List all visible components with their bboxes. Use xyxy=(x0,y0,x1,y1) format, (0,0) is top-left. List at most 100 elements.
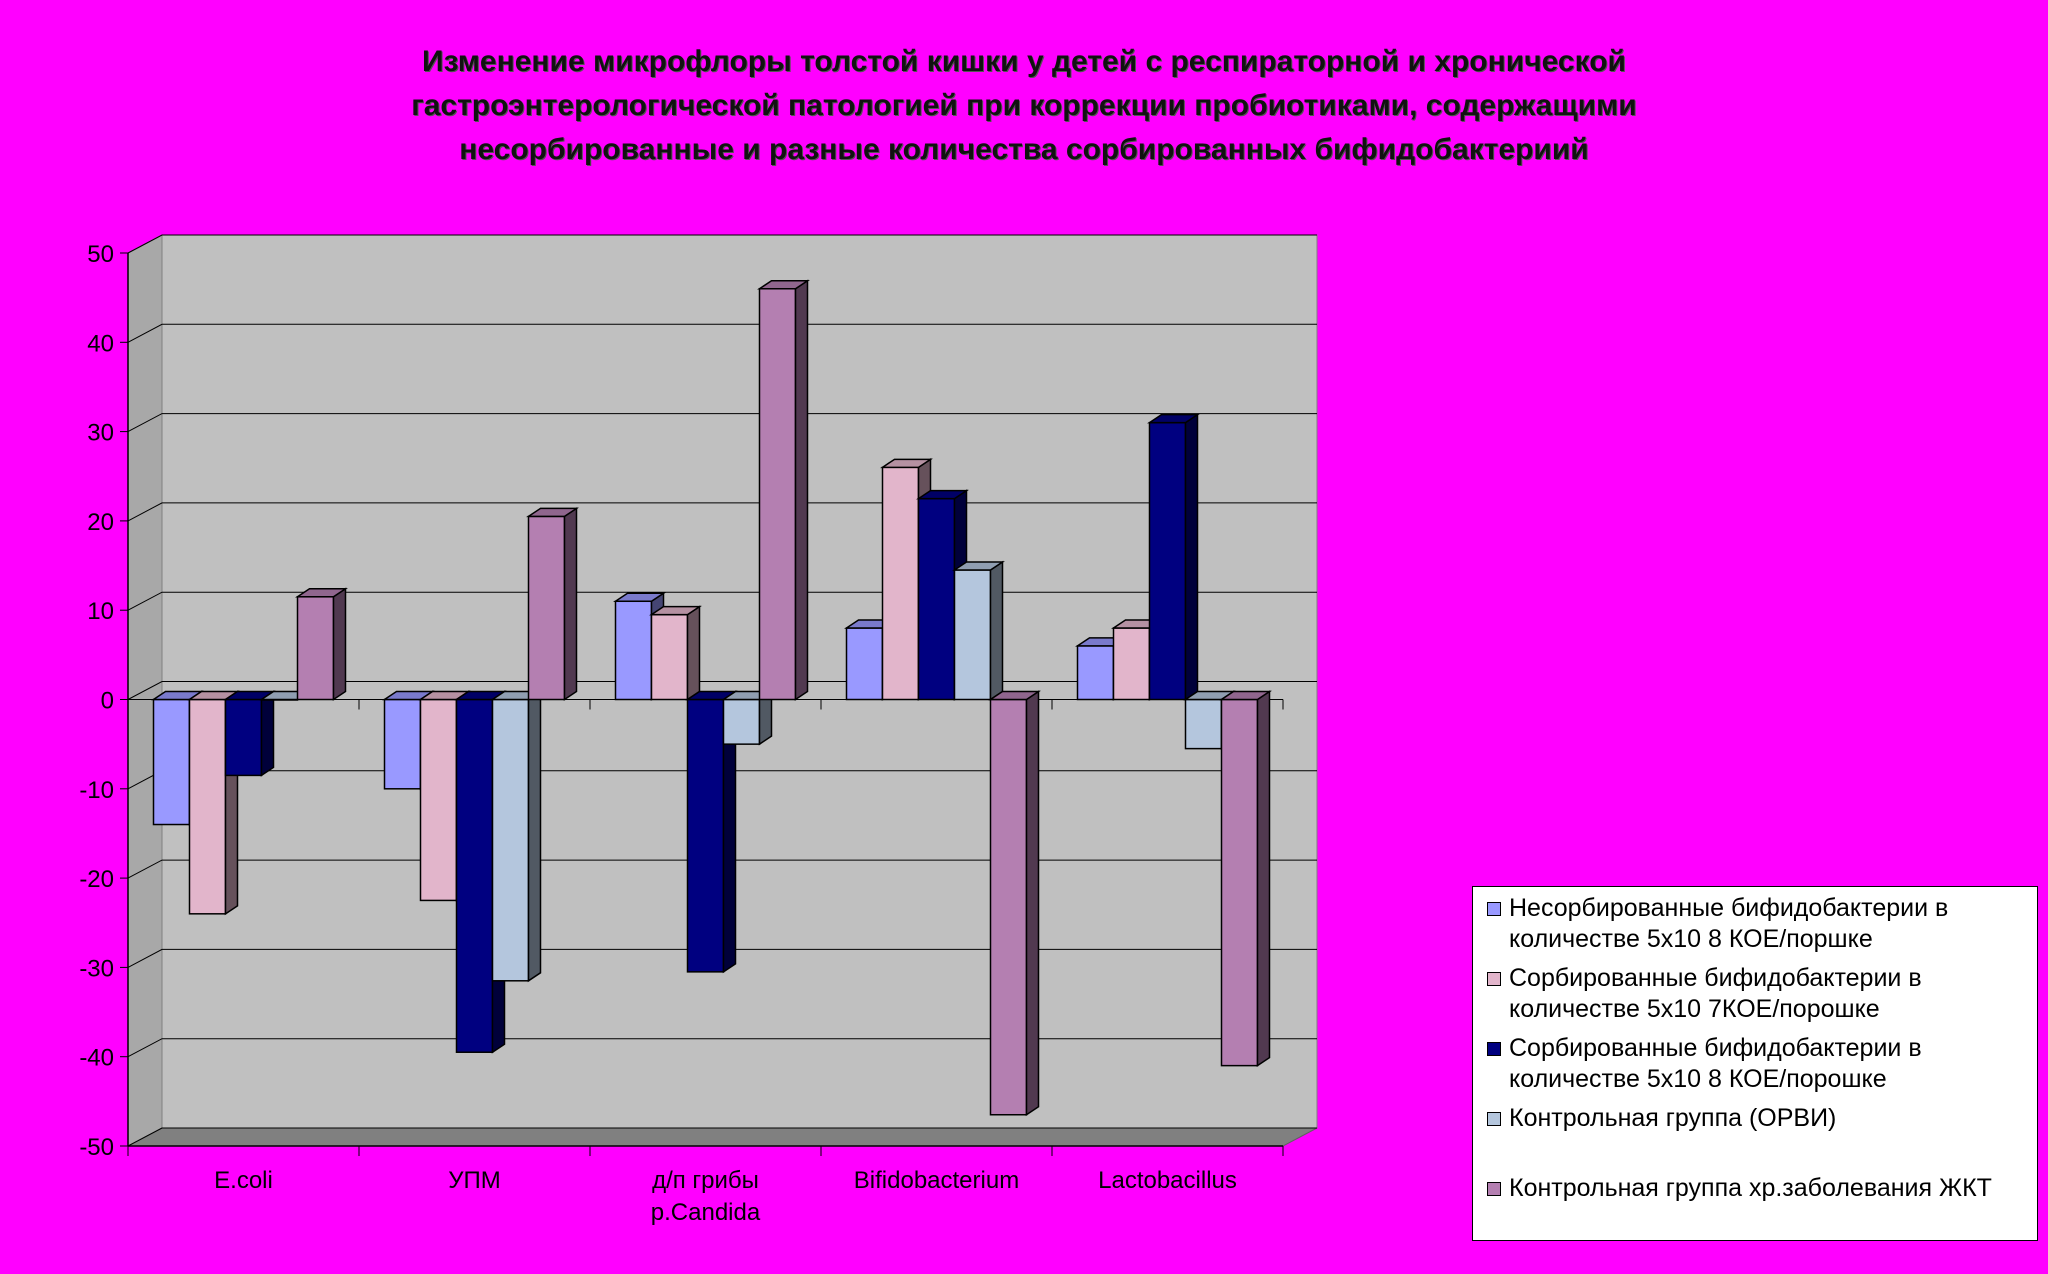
bar-top xyxy=(880,458,933,469)
bar-top xyxy=(952,561,1005,571)
gridline xyxy=(127,1038,1317,1058)
y-tick-label: 0 xyxy=(101,688,114,715)
legend-swatch xyxy=(1487,1112,1501,1126)
legend: Несорбированные бифидобактерии в количес… xyxy=(1472,886,2038,1241)
bar-front xyxy=(917,497,956,701)
gridline xyxy=(127,413,1317,433)
x-tick-label: УПМ xyxy=(448,1167,501,1194)
bar-side xyxy=(794,279,809,701)
bar-top xyxy=(1147,413,1200,424)
bar-top xyxy=(613,592,666,603)
bar-top xyxy=(295,588,348,598)
bar-front xyxy=(845,627,884,701)
y-tick-label: -20 xyxy=(79,866,114,893)
bar-front xyxy=(1148,421,1187,701)
bar-side xyxy=(332,587,347,701)
bar-front xyxy=(758,287,797,701)
legend-label: Сорбированные бифидобактерии в количеств… xyxy=(1509,964,1922,1023)
y-tick-label: -40 xyxy=(79,1045,114,1072)
x-tick-label: р.Candida xyxy=(651,1199,761,1226)
bar xyxy=(685,690,738,974)
bar-front xyxy=(296,596,335,701)
bar xyxy=(490,690,543,983)
bar xyxy=(1219,690,1272,1068)
bar-side xyxy=(260,690,275,777)
bar-front xyxy=(1184,698,1223,750)
chart-title-line: гастроэнтерологической патологией при ко… xyxy=(411,89,1637,122)
bar xyxy=(721,690,774,746)
bar xyxy=(1147,413,1200,701)
bar-top xyxy=(1219,690,1272,701)
bars xyxy=(151,279,1272,1117)
gridline xyxy=(127,948,1317,968)
bar-side xyxy=(563,507,578,701)
y-tick-label: 50 xyxy=(87,241,114,268)
bar-front xyxy=(188,698,227,915)
bar-side xyxy=(1025,690,1040,1117)
chart-title-line: несорбированные и разные количества сорб… xyxy=(459,133,1589,166)
x-tick-label: Bifidobacterium xyxy=(854,1167,1019,1194)
bar xyxy=(757,279,810,701)
bar xyxy=(988,690,1041,1117)
floor xyxy=(127,1127,1318,1147)
bar-front xyxy=(686,698,725,973)
gridline xyxy=(127,323,1317,343)
gridline xyxy=(127,234,1317,254)
bar-top xyxy=(988,690,1041,701)
bar-top xyxy=(526,507,579,518)
bar-front xyxy=(1112,627,1151,701)
axis-labels: 50 40 30 20 10 0 -10 -20 -30 -40 -50 E.coli УПМ д/п г… xyxy=(79,241,1237,1226)
bar-front xyxy=(722,698,761,745)
bar-front xyxy=(527,515,566,701)
bar-top xyxy=(757,279,810,290)
gridline xyxy=(127,1127,1317,1147)
y-tick-label: 20 xyxy=(87,509,114,536)
bar-front xyxy=(650,613,689,701)
bar-front xyxy=(419,698,458,902)
bar-top xyxy=(649,605,702,616)
y-tick-label: 30 xyxy=(87,420,114,447)
y-tick-label: -30 xyxy=(79,955,114,982)
bar-front xyxy=(383,698,422,790)
bar-side xyxy=(1256,690,1271,1068)
gridline xyxy=(127,859,1317,879)
y-tick-label: 10 xyxy=(87,598,114,625)
bar-front xyxy=(455,698,494,1053)
chart-title: Изменение микрофлоры толстой кишки у дет… xyxy=(230,40,1818,172)
x-tick-label: Lactobacillus xyxy=(1098,1167,1237,1194)
bar-top xyxy=(916,489,969,500)
bar-front xyxy=(1076,645,1115,701)
bar-front xyxy=(1220,698,1259,1067)
bar-side xyxy=(686,605,701,701)
bar-front xyxy=(881,466,920,701)
bar xyxy=(295,587,348,701)
bar-side xyxy=(527,690,542,983)
y-tick-label: -10 xyxy=(79,777,114,804)
chart-title-line: Изменение микрофлоры толстой кишки у дет… xyxy=(422,45,1626,78)
bar-front xyxy=(989,698,1028,1116)
y-tick-label: 40 xyxy=(87,330,114,357)
legend-label: Сорбированные бифидобактерии в количеств… xyxy=(1509,1034,1922,1093)
bar xyxy=(526,507,579,701)
legend-label: Контрольная группа хр.заболевания ЖКТ xyxy=(1509,1174,1992,1202)
legend-swatch xyxy=(1487,1182,1501,1196)
x-tick-label: д/п грибы xyxy=(652,1167,759,1194)
bar-front xyxy=(152,698,191,826)
bar xyxy=(649,605,702,701)
bar-side xyxy=(989,560,1004,701)
bar-side xyxy=(1184,413,1199,701)
legend-swatch xyxy=(1487,902,1501,916)
bar xyxy=(223,690,276,777)
legend-label: Контрольная группа (ОРВИ) xyxy=(1509,1104,1837,1132)
bar-front xyxy=(614,600,653,701)
legend-swatch xyxy=(1487,1042,1501,1056)
bar xyxy=(952,560,1005,701)
legend-swatch xyxy=(1487,972,1501,986)
bar-front xyxy=(491,698,530,982)
bar-front xyxy=(953,569,992,701)
x-tick-label: E.coli xyxy=(214,1167,273,1194)
bar-front xyxy=(224,698,263,777)
y-tick-label: -50 xyxy=(79,1134,114,1161)
legend-label: Несорбированные бифидобактерии в количес… xyxy=(1509,894,1949,953)
